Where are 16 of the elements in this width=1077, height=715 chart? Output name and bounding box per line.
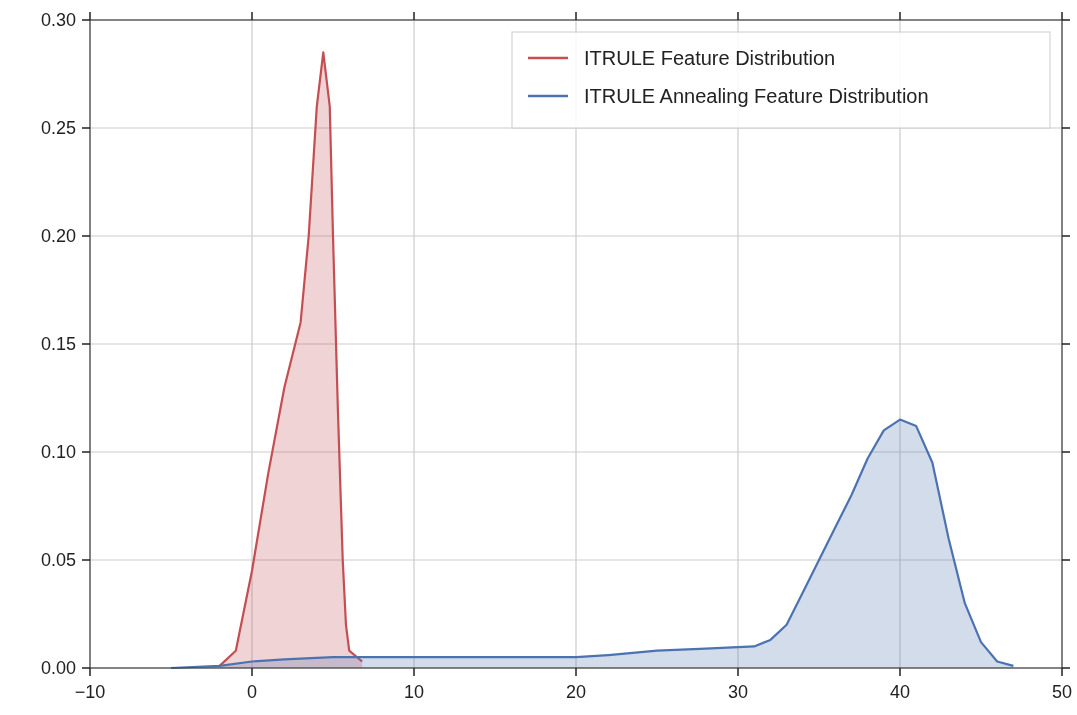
- x-tick-label: 40: [889, 682, 911, 702]
- x-tick-label: 20: [565, 682, 587, 702]
- x-tick-label: 50: [1051, 682, 1073, 702]
- x-tick-label: 10: [403, 682, 425, 702]
- x-tick-label: −10: [74, 682, 106, 702]
- y-tick-label: 0.10: [40, 442, 76, 462]
- x-tick-label: 0: [246, 682, 258, 702]
- y-tick-label: 0.25: [40, 118, 76, 138]
- legend-label: ITRULE Feature Distribution: [584, 47, 836, 69]
- y-tick-label: 0.30: [40, 10, 76, 30]
- y-tick-label: 0.20: [40, 226, 76, 246]
- y-tick-label: 0.15: [40, 334, 76, 354]
- x-tick-label: 30: [727, 682, 749, 702]
- y-tick-label: 0.00: [40, 658, 76, 678]
- legend-label: ITRULE Annealing Feature Distribution: [584, 85, 929, 107]
- y-tick-label: 0.05: [40, 550, 76, 570]
